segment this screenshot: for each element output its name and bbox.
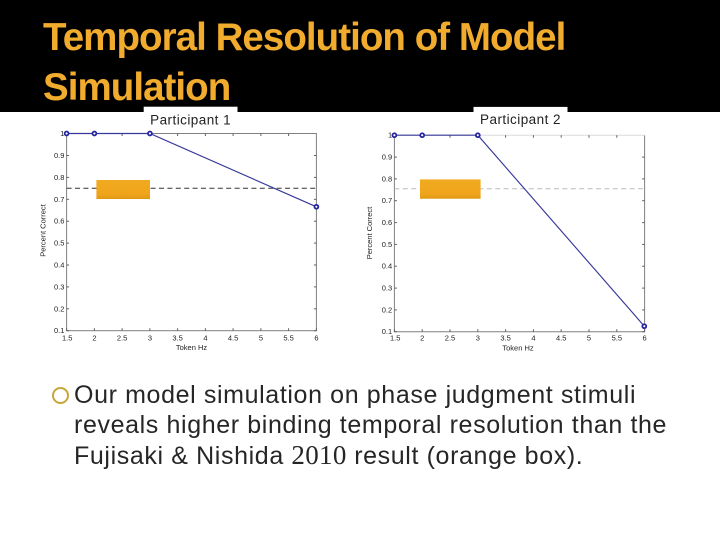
svg-text:3.5: 3.5 <box>500 334 510 343</box>
svg-text:0.7: 0.7 <box>54 195 64 204</box>
svg-text:3: 3 <box>148 333 152 342</box>
svg-text:Participant 2: Participant 2 <box>480 112 561 127</box>
svg-text:4: 4 <box>203 333 207 342</box>
svg-text:0.4: 0.4 <box>54 261 64 270</box>
svg-text:0.2: 0.2 <box>382 305 392 314</box>
svg-text:Token Hz: Token Hz <box>176 343 208 352</box>
svg-text:2: 2 <box>420 334 424 343</box>
svg-text:0.3: 0.3 <box>382 284 392 293</box>
svg-text:0.9: 0.9 <box>382 153 392 162</box>
svg-text:Participant 1: Participant 1 <box>150 113 231 128</box>
svg-text:0.1: 0.1 <box>382 327 392 336</box>
svg-text:Token Hz: Token Hz <box>502 344 534 353</box>
svg-text:0.3: 0.3 <box>54 282 64 291</box>
svg-text:5: 5 <box>259 333 263 342</box>
svg-text:0.7: 0.7 <box>382 196 392 205</box>
svg-text:5.5: 5.5 <box>612 334 622 343</box>
svg-text:2.5: 2.5 <box>117 333 127 342</box>
svg-text:0.5: 0.5 <box>382 240 392 249</box>
svg-text:6: 6 <box>314 333 318 342</box>
svg-text:0.6: 0.6 <box>382 218 392 227</box>
svg-text:3: 3 <box>476 334 480 343</box>
svg-text:0.4: 0.4 <box>382 262 392 271</box>
svg-text:Percent Correct: Percent Correct <box>39 203 48 256</box>
svg-text:0.5: 0.5 <box>54 239 64 248</box>
svg-text:5: 5 <box>587 334 591 343</box>
svg-text:0.6: 0.6 <box>54 217 64 226</box>
svg-text:0.8: 0.8 <box>382 174 392 183</box>
svg-text:3.5: 3.5 <box>172 333 182 342</box>
svg-text:0.8: 0.8 <box>54 173 64 182</box>
svg-text:2: 2 <box>92 333 96 342</box>
svg-text:2.5: 2.5 <box>445 334 455 343</box>
svg-text:0.9: 0.9 <box>54 151 64 160</box>
svg-text:4.5: 4.5 <box>556 334 566 343</box>
svg-text:4: 4 <box>531 334 535 343</box>
svg-text:4.5: 4.5 <box>228 333 238 342</box>
svg-text:5.5: 5.5 <box>283 333 293 342</box>
svg-text:1: 1 <box>60 129 64 138</box>
svg-text:6: 6 <box>643 334 647 343</box>
svg-text:0.1: 0.1 <box>54 326 64 335</box>
svg-text:1.5: 1.5 <box>390 334 400 343</box>
svg-text:0.2: 0.2 <box>54 304 64 313</box>
svg-text:1.5: 1.5 <box>62 333 72 342</box>
svg-text:Percent Correct: Percent Correct <box>365 206 374 259</box>
svg-text:1: 1 <box>388 131 392 140</box>
